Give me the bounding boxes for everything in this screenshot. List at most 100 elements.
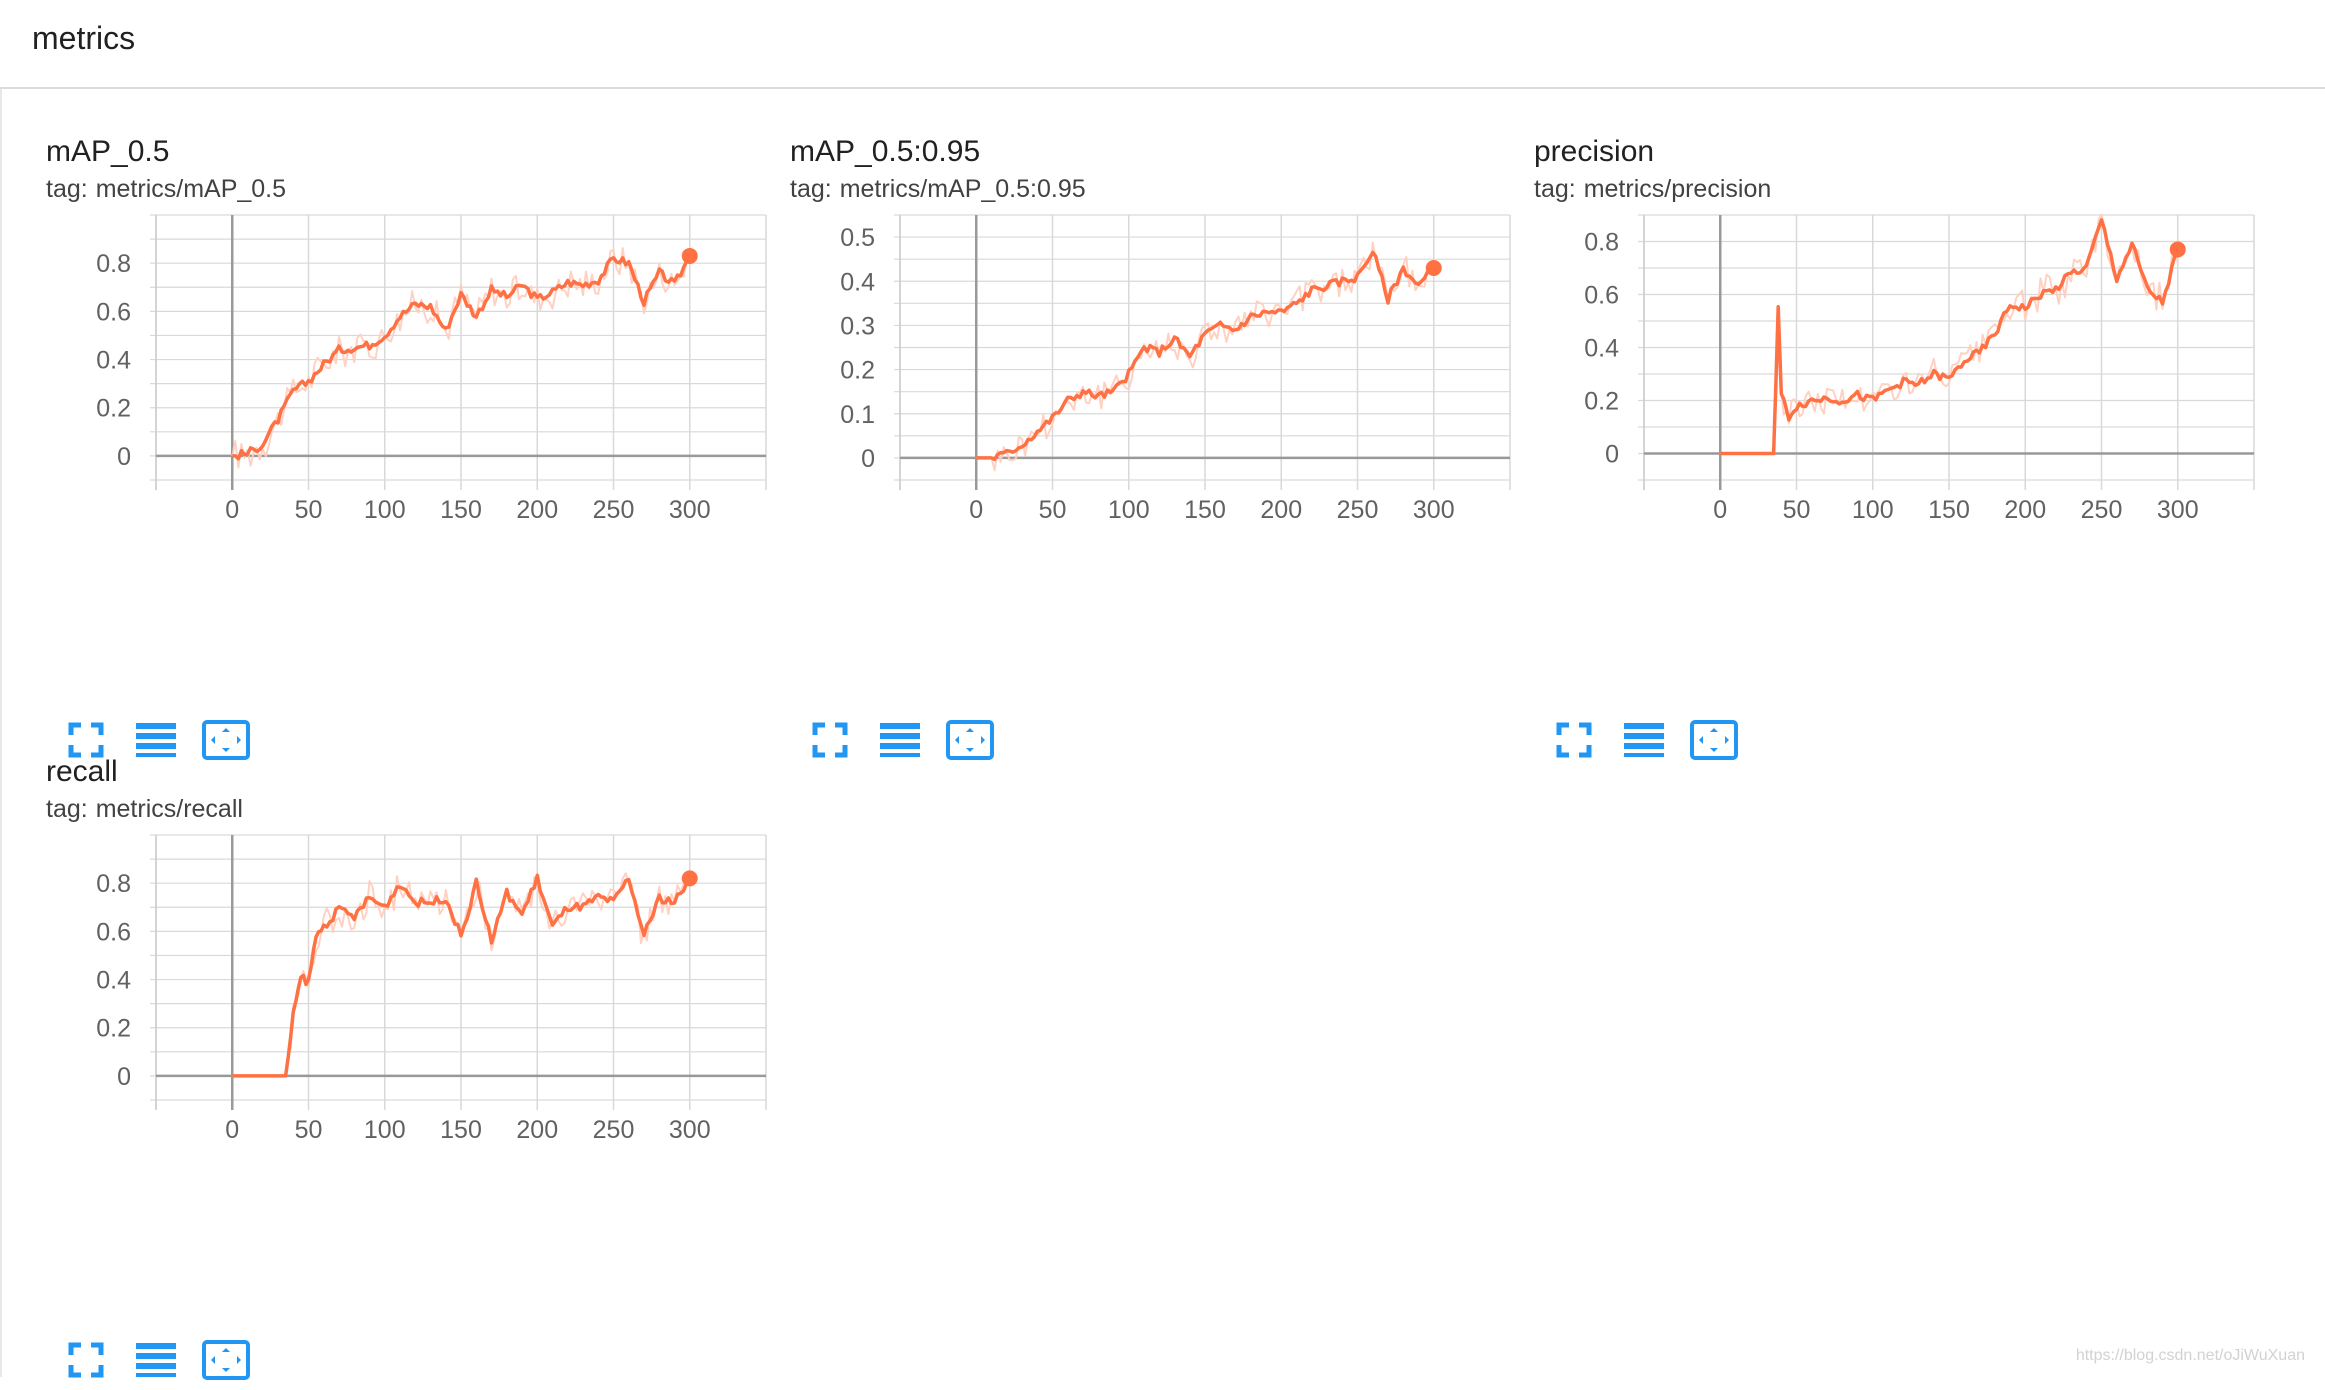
x-tick-label: 250: [1337, 496, 1379, 524]
series-line-raw: [231, 247, 691, 469]
y-tick-label: 0.4: [96, 347, 131, 375]
y-tick-label: 0: [861, 445, 875, 473]
x-tick-label: 300: [669, 1116, 711, 1144]
x-tick-label: 100: [364, 496, 406, 524]
y-tick-label: 0: [117, 1063, 131, 1091]
y-tick-label: 0.2: [1584, 388, 1619, 416]
x-tick-label: 50: [295, 496, 323, 524]
section-title: metrics: [32, 20, 136, 56]
y-tick-label: 0.3: [840, 312, 875, 340]
chart-card-tag: tag: metrics/mAP_0.5: [46, 175, 286, 204]
line-chart-map05[interactable]: 0 50 100 150 200 250 300 0 0.2 0.4 0.6 0.8: [46, 214, 767, 535]
toggle-log-scale-icon[interactable]: [131, 715, 181, 765]
chart-card-title: mAP_0.5:0.95: [790, 135, 981, 168]
y-tick-label: 0.8: [1584, 229, 1619, 257]
fullscreen-icon[interactable]: [805, 715, 855, 765]
y-tick-label: 0.2: [96, 395, 131, 423]
line-chart-map0595[interactable]: 0 50 100 150 200 250 300 0 0.1 0.2 0.3 0.4 0.5: [790, 214, 1511, 535]
y-tick-label: 0.4: [1584, 335, 1619, 363]
series-last-point[interactable]: [681, 247, 698, 264]
tag-prefix: tag:: [46, 175, 88, 203]
series-line-raw: [1720, 213, 2179, 455]
y-tick-label: 0.4: [840, 268, 875, 296]
y-tick-label: 0.5: [840, 224, 875, 252]
chart-card-title: recall: [46, 755, 118, 788]
y-tick-label: 0.6: [96, 298, 131, 326]
x-tick-label: 0: [969, 496, 983, 524]
section-body: mAP_0.5 tag: metrics/mAP_0.5 0 50 100 150 200…: [0, 89, 2325, 1380]
chart-toolbar: [61, 715, 361, 765]
tag-value: metrics/recall: [95, 795, 243, 823]
x-tick-label: 300: [669, 496, 711, 524]
chart-card-map05: mAP_0.5 tag: metrics/mAP_0.5 0 50 100 150 200…: [46, 135, 767, 760]
chart-card-precision: precision tag: metrics/precision 0 50 100 15…: [1534, 135, 2255, 760]
chart-card-title: precision: [1534, 135, 1655, 168]
series-line-raw: [232, 869, 691, 1077]
x-tick-label: 100: [1852, 496, 1894, 524]
tag-value: metrics/precision: [1583, 175, 1772, 203]
series-line[interactable]: [1720, 218, 2180, 456]
chart-card-tag: tag: metrics/precision: [1534, 175, 1771, 204]
y-tick-label: 0.1: [840, 401, 875, 429]
x-tick-label: 100: [1108, 496, 1150, 524]
chart-grid: [150, 834, 767, 1110]
chart-grid: [894, 214, 1511, 490]
y-tick-label: 0.2: [840, 357, 875, 385]
tag-value: metrics/mAP_0.5: [95, 175, 287, 203]
x-tick-label: 250: [593, 1116, 635, 1144]
x-tick-label: 250: [593, 496, 635, 524]
y-tick-label: 0.6: [1584, 282, 1619, 310]
x-tick-label: 150: [1928, 496, 1970, 524]
fit-domain-icon[interactable]: [201, 1335, 251, 1385]
chart-card-tag: tag: metrics/recall: [46, 795, 243, 824]
chart-grid: [1638, 214, 2255, 490]
line-chart-precision[interactable]: 0 50 100 150 200 250 300 0 0.2 0.4 0.6 0.8: [1534, 213, 2255, 535]
tag-prefix: tag:: [46, 795, 88, 823]
toggle-log-scale-icon[interactable]: [875, 715, 925, 765]
x-tick-label: 0: [1713, 496, 1727, 524]
x-tick-label: 200: [1260, 496, 1302, 524]
chart-toolbar: [805, 715, 1105, 765]
series-last-point[interactable]: [2169, 241, 2186, 258]
tag-value: metrics/mAP_0.5:0.95: [839, 175, 1086, 203]
chart-card-title: mAP_0.5: [46, 135, 170, 168]
fullscreen-icon[interactable]: [1549, 715, 1599, 765]
series-line[interactable]: [232, 256, 691, 461]
series-line[interactable]: [976, 250, 1436, 462]
y-tick-label: 0.2: [96, 1015, 131, 1043]
series-last-point[interactable]: [681, 870, 698, 887]
y-tick-label: 0.4: [96, 967, 131, 995]
line-chart-recall[interactable]: 0 50 100 150 200 250 300 0 0.2 0.4 0.6 0.8: [46, 834, 767, 1155]
x-tick-label: 150: [1184, 496, 1226, 524]
toggle-log-scale-icon[interactable]: [1619, 715, 1669, 765]
x-tick-label: 50: [1783, 496, 1811, 524]
fullscreen-icon[interactable]: [61, 1335, 111, 1385]
toggle-log-scale-icon[interactable]: [131, 1335, 181, 1385]
fit-domain-icon[interactable]: [201, 715, 251, 765]
y-tick-label: 0.8: [96, 870, 131, 898]
x-tick-label: 150: [440, 496, 482, 524]
chart-toolbar: [1549, 715, 1849, 765]
x-tick-label: 200: [516, 496, 558, 524]
x-tick-label: 150: [440, 1116, 482, 1144]
tag-prefix: tag:: [790, 175, 832, 203]
series-line[interactable]: [232, 873, 692, 1078]
section-header[interactable]: metrics: [0, 0, 2325, 89]
fullscreen-icon[interactable]: [61, 715, 111, 765]
y-tick-label: 0: [117, 443, 131, 471]
fit-domain-icon[interactable]: [945, 715, 995, 765]
y-tick-label: 0.8: [96, 250, 131, 278]
chart-card-recall: recall tag: metrics/recall 0 50 100 150 200 25…: [46, 755, 767, 1380]
x-tick-label: 0: [225, 496, 239, 524]
chart-card-map0595: mAP_0.5:0.95 tag: metrics/mAP_0.5:0.95 0 5…: [790, 135, 1511, 760]
x-tick-label: 50: [295, 1116, 323, 1144]
x-tick-label: 300: [2157, 496, 2199, 524]
y-tick-label: 0: [1605, 441, 1619, 469]
x-tick-label: 200: [2004, 496, 2046, 524]
fit-domain-icon[interactable]: [1689, 715, 1739, 765]
x-tick-label: 250: [2081, 496, 2123, 524]
series-last-point[interactable]: [1425, 260, 1442, 276]
x-tick-label: 0: [225, 1116, 239, 1144]
chart-card-tag: tag: metrics/mAP_0.5:0.95: [790, 175, 1086, 204]
watermark: https://blog.csdn.net/oJiWuXuan: [2075, 1347, 2305, 1364]
